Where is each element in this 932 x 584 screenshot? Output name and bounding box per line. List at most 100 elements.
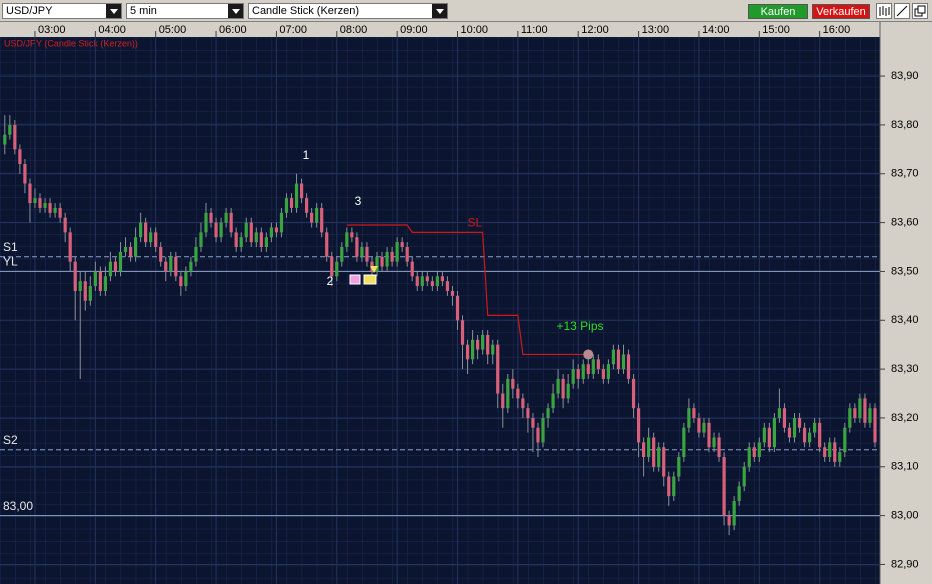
candle-body <box>873 408 877 443</box>
x-tick-label: 06:00 <box>219 24 247 36</box>
candle-body <box>802 427 807 443</box>
x-tick-label: 16:00 <box>823 24 851 36</box>
stop-loss-label: SL <box>468 216 483 230</box>
y-tick-label: 83,20 <box>891 412 919 424</box>
annotation: +13 Pips <box>556 319 603 333</box>
y-tick-label: 83,40 <box>891 314 919 326</box>
dropdown-arrow[interactable] <box>106 4 121 18</box>
candle-body <box>636 408 641 443</box>
candle-body <box>546 408 550 418</box>
candle-body <box>299 183 304 199</box>
candle-body <box>591 359 595 374</box>
interval-select[interactable]: 5 min <box>126 3 244 19</box>
candle-body <box>586 364 590 374</box>
candle-body <box>345 232 349 248</box>
candle-body <box>722 457 726 516</box>
candle-body <box>868 408 872 423</box>
candle-body <box>581 364 585 379</box>
minor-grid <box>0 37 880 584</box>
y-tick-label: 83,30 <box>891 363 919 375</box>
candle-body <box>757 442 761 458</box>
draw-icon[interactable] <box>894 3 910 19</box>
icon <box>879 6 890 16</box>
candle-body <box>732 500 736 526</box>
candle-body <box>58 207 62 218</box>
candle-body <box>48 203 52 213</box>
candle-body <box>445 281 450 291</box>
candle-body <box>174 256 178 277</box>
window-icon[interactable] <box>912 3 928 19</box>
y-tick-label: 83,70 <box>891 168 919 180</box>
candle-body <box>149 232 153 243</box>
candle-body <box>269 227 273 238</box>
y-tick-label: 83,90 <box>891 70 919 82</box>
x-tick-label: 13:00 <box>642 24 670 36</box>
candle-body <box>813 422 817 433</box>
candle-body <box>440 276 445 282</box>
candle-body <box>516 388 520 399</box>
y-tick-label: 82,90 <box>891 558 919 570</box>
candle-body <box>204 212 208 233</box>
candle-body <box>621 354 626 370</box>
toolbar: USD/JPY 5 min Candle Stick (Kerzen) Kauf… <box>0 0 932 22</box>
candle-body <box>551 393 555 409</box>
candle-body <box>279 212 284 233</box>
candle-body <box>144 222 148 243</box>
candle-body <box>657 447 661 467</box>
bars-icon[interactable] <box>876 3 892 19</box>
candle-body <box>430 281 434 287</box>
candle-body <box>98 271 102 291</box>
candle-body <box>747 447 751 467</box>
candle-body <box>43 203 47 208</box>
chart-type-select[interactable]: Candle Stick (Kerzen) <box>248 3 448 19</box>
candle-body <box>375 256 379 272</box>
candle-body <box>863 398 867 423</box>
candle-body <box>782 408 787 428</box>
candle-body <box>8 124 12 135</box>
candle-body <box>797 417 802 428</box>
candle-body <box>254 232 258 243</box>
x-tick-label: 03:00 <box>38 24 66 36</box>
candle-body <box>833 442 837 462</box>
candle-body <box>259 232 263 248</box>
candle-body <box>566 383 570 399</box>
candle-body <box>169 256 173 272</box>
candle-body <box>139 222 143 238</box>
dropdown-arrow[interactable] <box>228 4 243 18</box>
symbol-select[interactable]: USD/JPY <box>2 3 122 19</box>
candle-body <box>335 261 339 277</box>
sell-button[interactable]: Verkaufen <box>812 4 870 19</box>
buy-button[interactable]: Kaufen <box>748 4 808 19</box>
candle-body <box>219 222 223 238</box>
candle-body <box>294 183 299 208</box>
candle-body <box>787 427 792 438</box>
candle-body <box>470 339 475 360</box>
candle-body <box>652 437 656 467</box>
candle-body <box>838 452 842 462</box>
level-label: YL <box>3 255 18 269</box>
price-axis-bg <box>880 22 932 584</box>
candle-body <box>752 447 756 458</box>
candle-body <box>571 369 575 384</box>
candle-body <box>662 447 666 477</box>
candle-body <box>154 232 158 248</box>
x-tick-label: 15:00 <box>762 24 790 36</box>
stop-loss-line <box>346 224 589 356</box>
candle-body <box>23 163 27 184</box>
candle-body <box>491 344 495 355</box>
candle-body <box>133 237 138 257</box>
candle-body <box>53 207 57 213</box>
candle-body <box>697 417 701 433</box>
candle-body <box>244 222 248 238</box>
candle-body <box>93 271 97 287</box>
candle-body <box>415 276 419 287</box>
candle-body <box>647 437 651 458</box>
candle-body <box>460 320 465 345</box>
annotation: 2 <box>327 274 334 288</box>
candle-body <box>38 198 42 208</box>
chart-title: USD/JPY (Candle Stick (Kerzen)) <box>4 38 138 48</box>
dropdown-arrow[interactable] <box>432 4 447 18</box>
x-tick-label: 10:00 <box>461 24 489 36</box>
icon <box>914 5 926 17</box>
candle-body <box>777 408 782 418</box>
